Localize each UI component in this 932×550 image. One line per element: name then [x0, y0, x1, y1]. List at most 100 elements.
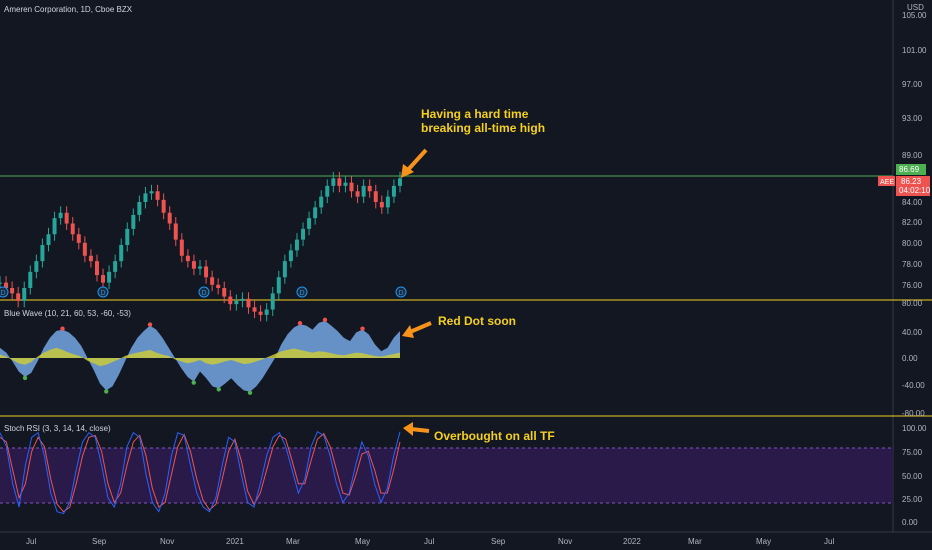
dividend-marker — [0, 286, 9, 298]
rsi-tick: 100.00 — [902, 424, 927, 433]
arrow-icon — [401, 148, 428, 178]
wave-dot-red — [147, 322, 153, 327]
price-y-ticks: 105.00 101.00 97.00 93.00 89.00 84.00 82… — [902, 11, 927, 290]
candle-body — [301, 228, 306, 240]
candle-body — [34, 261, 39, 272]
candle-body — [0, 282, 2, 284]
price-tick: 76.00 — [902, 281, 923, 290]
candle-body — [319, 196, 324, 208]
candle-body — [222, 288, 227, 297]
wave-dot-green — [191, 380, 196, 385]
candle-body — [88, 255, 93, 262]
candle-body — [385, 196, 390, 208]
stoch-rsi-title[interactable]: Stoch RSI (3, 3, 14, 14, close) — [4, 424, 111, 433]
candle-body — [16, 293, 21, 301]
time-tick: Jul — [26, 537, 36, 546]
candle-body — [149, 191, 154, 194]
candle-body — [198, 266, 202, 269]
annotation-all-time-high-line2: breaking all-time high — [421, 121, 545, 135]
wave-tick: 40.00 — [902, 328, 923, 337]
candle-body — [234, 300, 239, 305]
wave-dot-green — [247, 390, 253, 395]
candle-body — [264, 309, 269, 315]
candle-body — [216, 284, 221, 288]
rsi-tick: 50.00 — [902, 472, 923, 481]
candle-body — [22, 288, 27, 301]
dividend-marker — [395, 286, 407, 298]
candle-body — [191, 261, 196, 269]
candle-body — [28, 271, 33, 288]
time-tick: Nov — [558, 537, 572, 546]
price-tick: 84.00 — [902, 198, 923, 207]
dividend-marker-label: D — [202, 290, 207, 297]
time-tick: Mar — [286, 537, 300, 546]
candle-body — [155, 191, 160, 200]
candle-body — [282, 261, 287, 278]
rsi-tick: 75.00 — [902, 448, 923, 457]
wave-dot-red — [60, 326, 65, 331]
resistance-price-label: 86.69 — [899, 165, 920, 174]
candle-body — [349, 182, 354, 192]
arrow-icon — [403, 422, 430, 436]
rsi-k-line — [0, 431, 401, 515]
candle-body — [94, 261, 99, 276]
candle-body — [246, 298, 251, 308]
wave-dot-red — [322, 317, 328, 323]
candle-body — [337, 178, 342, 186]
candle-body — [379, 202, 384, 208]
price-tick: 105.00 — [902, 11, 927, 20]
blue-wave-title[interactable]: Blue Wave (10, 21, 60, 53, -60, -53) — [4, 309, 131, 318]
symbol-title[interactable]: Ameren Corporation, 1D, Cboe BZX — [4, 5, 133, 14]
time-tick: Sep — [92, 537, 107, 546]
candle-body — [76, 234, 81, 243]
candle-body — [367, 185, 372, 192]
resistance-price-badge — [896, 164, 926, 175]
candle-body — [307, 218, 312, 229]
candle-body — [228, 296, 233, 305]
time-tick: Nov — [160, 537, 174, 546]
annotation-all-time-high-line1: Having a hard time — [421, 107, 529, 121]
wave-dot-green — [216, 387, 221, 392]
annotation-red-dot: Red Dot soon — [438, 314, 516, 328]
candle-body — [58, 212, 63, 219]
wave-tick: 0.00 — [902, 354, 918, 363]
price-tick: 78.00 — [902, 260, 923, 269]
wave-dot-green — [104, 389, 109, 394]
time-tick: Sep — [491, 537, 506, 546]
dividend-marker-label: D — [1, 290, 6, 297]
candle-body — [343, 182, 348, 186]
candle-body — [46, 234, 51, 245]
candle-body — [119, 245, 124, 262]
price-tick: 82.00 — [902, 218, 923, 227]
dividend-marker — [296, 286, 308, 298]
price-tick: 97.00 — [902, 80, 923, 89]
time-tick: May — [355, 537, 370, 546]
candle-body — [167, 212, 172, 224]
candle-body — [179, 239, 184, 256]
blue-wave-area — [0, 320, 400, 392]
time-tick: Mar — [688, 537, 702, 546]
candlestick-series — [0, 171, 402, 322]
dividend-marker-label: D — [300, 290, 305, 297]
annotation-overbought: Overbought on all TF — [434, 429, 555, 443]
candle-body — [173, 223, 178, 240]
candle-body — [325, 185, 330, 197]
price-tick: 89.00 — [902, 151, 923, 160]
ticker-badge-bg — [878, 176, 895, 186]
candle-body — [373, 191, 378, 202]
candle-body — [204, 266, 209, 278]
candle-body — [40, 245, 45, 262]
candle-body — [161, 199, 166, 213]
candle-body — [331, 178, 336, 186]
candle-body — [64, 212, 69, 224]
rsi-tick: 0.00 — [902, 518, 918, 527]
wave-tick: 80.00 — [902, 299, 923, 308]
time-axis[interactable]: Jul Sep Nov 2021 Mar May Jul Sep Nov 202… — [26, 537, 834, 546]
candle-body — [131, 214, 136, 229]
time-tick: May — [756, 537, 771, 546]
price-axis-area[interactable] — [893, 0, 932, 532]
currency-label: USD — [907, 3, 924, 12]
candle-body — [258, 311, 263, 315]
ticker-badge: AEE — [880, 179, 894, 186]
